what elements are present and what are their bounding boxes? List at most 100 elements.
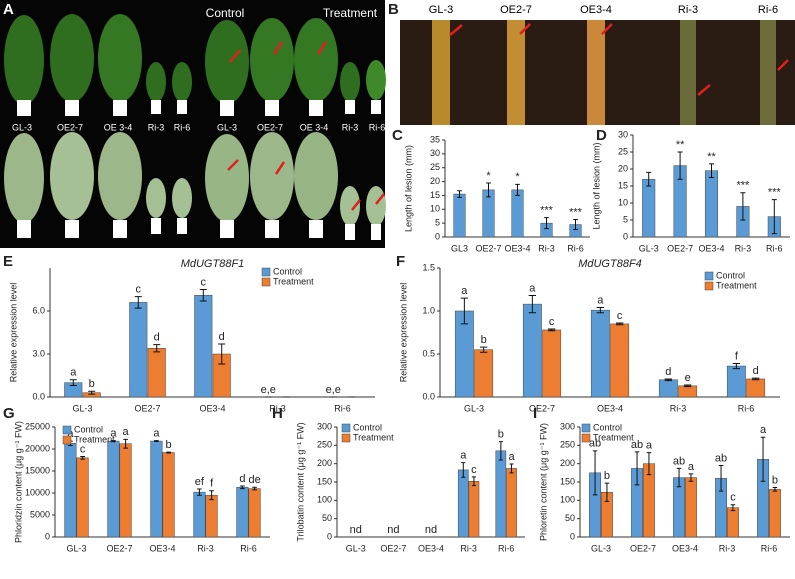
significance-label: *** <box>768 187 782 199</box>
chart-title: MdUGT88F1 <box>181 258 245 270</box>
x-tick-label: Ri-6 <box>498 543 515 553</box>
error-bar <box>498 441 503 461</box>
bar <box>107 440 120 538</box>
legend-swatch <box>261 277 271 287</box>
bar <box>468 481 480 538</box>
y-tick-label: 100 <box>560 495 575 505</box>
x-tick-label: Ri-3 <box>719 543 736 553</box>
x-tick-label: GL-3 <box>346 543 366 553</box>
error-bar <box>676 467 682 488</box>
error-bar <box>664 378 673 382</box>
panel-letter: D <box>596 127 607 144</box>
error-bar <box>677 151 683 180</box>
significance-label: a <box>529 282 536 294</box>
significance-label: ef <box>195 476 205 488</box>
error-bar <box>646 452 652 476</box>
error-bar <box>646 171 652 187</box>
significance-label: d <box>239 473 245 485</box>
bar <box>610 323 630 398</box>
y-tick-label: 30 <box>430 148 440 158</box>
y-tick-label: 15 <box>430 190 440 200</box>
x-tick-label: Ri-6 <box>766 243 783 253</box>
error-bar <box>252 486 257 491</box>
significance-label: d <box>753 365 759 377</box>
legend-swatch <box>341 423 351 433</box>
panel-letter: I <box>533 405 537 422</box>
photo-label: OE 3-4 <box>300 122 329 132</box>
x-tick-label: GL-3 <box>66 543 86 553</box>
error-bar <box>730 504 736 512</box>
error-bar <box>592 450 598 496</box>
significance-label: * <box>486 170 491 182</box>
legend-swatch <box>261 267 271 277</box>
bar <box>769 489 781 538</box>
error-bar <box>547 328 556 332</box>
leaves <box>4 14 386 240</box>
error-bar <box>718 465 724 492</box>
significance-label: b <box>481 334 487 346</box>
y-tick-label: 6.0 <box>32 305 45 315</box>
bar <box>119 443 132 538</box>
y-axis-label: Length of lesion (mm) <box>591 142 601 229</box>
y-tick-label: 0 <box>570 531 575 541</box>
photo-label: GL-3 <box>12 122 32 132</box>
x-tick-label: Ri-6 <box>240 543 257 553</box>
error-bar <box>486 182 491 198</box>
x-tick-label: Ri-6 <box>334 403 351 413</box>
y-tick-label: 50 <box>322 513 332 523</box>
x-tick-label: OE2-7 <box>630 543 656 553</box>
x-tick-label: GL-3 <box>464 403 484 413</box>
bar <box>248 488 261 538</box>
significance-label: a <box>760 424 767 436</box>
bar <box>726 365 746 398</box>
significance-label: e,e <box>326 384 341 396</box>
y-tick-label: 100 <box>317 495 332 505</box>
bar <box>193 491 206 538</box>
legend-swatch <box>704 271 714 281</box>
error-bar <box>683 384 692 388</box>
bar <box>236 487 249 538</box>
x-tick-label: GL-3 <box>72 403 92 413</box>
error-bar <box>218 343 226 365</box>
significance-label: d <box>219 331 225 343</box>
legend-swatch <box>581 423 591 433</box>
y-tick-label: 300 <box>317 421 332 431</box>
x-tick-label: OE3-4 <box>149 543 175 553</box>
y-tick-label: 200 <box>317 458 332 468</box>
photo-label: Ri-6 <box>369 122 386 132</box>
legend-swatch <box>62 425 72 435</box>
significance-label: f <box>210 478 214 490</box>
photo-label: Ri-3 <box>148 122 165 132</box>
y-tick-label: 0.5 <box>422 348 435 358</box>
x-tick-label: Ri-3 <box>538 243 555 253</box>
significance-label: *** <box>540 205 554 217</box>
photo-label: OE2-7 <box>257 122 283 132</box>
bar <box>511 189 524 238</box>
y-tick-label: 0 <box>45 531 50 541</box>
y-tick-label: 25 <box>618 146 628 156</box>
y-tick-label: 300 <box>560 421 575 431</box>
significance-label: b <box>772 474 778 486</box>
error-bar <box>209 490 214 501</box>
error-bar <box>166 451 171 454</box>
legend-label: Treatment <box>353 432 394 442</box>
bar <box>522 303 542 398</box>
y-axis-label: Relative expression level <box>398 283 408 383</box>
significance-label: c <box>80 443 86 455</box>
y-tick-label: 0.0 <box>422 391 435 401</box>
significance-label: nd <box>350 524 362 536</box>
y-tick-label: 35 <box>430 134 440 144</box>
significance-label: ab <box>673 455 685 467</box>
bar <box>746 378 766 398</box>
x-tick-label: OE3-4 <box>597 403 623 413</box>
significance-label: e,e <box>261 384 276 396</box>
y-tick-label: 10 <box>430 204 440 214</box>
y-axis-label: Trilobatin content (μg g⁻¹ FW) <box>295 422 305 541</box>
chart-title: MdUGT88F4 <box>578 258 642 270</box>
y-tick-label: 20 <box>430 176 440 186</box>
y-tick-label: 250 <box>560 440 575 450</box>
x-tick-label: OE2-7 <box>106 543 132 553</box>
x-tick-label: OE2-7 <box>380 543 406 553</box>
error-bar <box>740 192 746 221</box>
significance-label: a <box>646 440 653 452</box>
